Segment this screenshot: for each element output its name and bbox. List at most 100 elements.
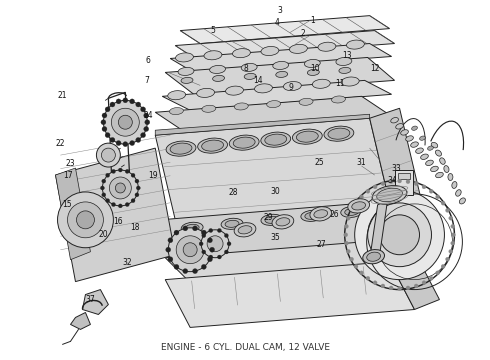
Circle shape [451,233,455,237]
Text: 27: 27 [317,240,327,249]
Ellipse shape [332,96,345,103]
Circle shape [123,98,128,103]
Text: 18: 18 [130,223,140,232]
Text: 4: 4 [274,18,279,27]
Ellipse shape [276,71,288,77]
Text: 22: 22 [56,139,65,148]
Text: 7: 7 [144,76,149,85]
Ellipse shape [229,135,259,150]
Circle shape [201,230,229,258]
Text: 25: 25 [315,158,324,167]
Circle shape [346,216,350,220]
Circle shape [101,148,115,162]
Polygon shape [155,114,369,135]
Circle shape [201,230,206,235]
Circle shape [145,120,150,125]
Circle shape [445,257,449,261]
Text: 37: 37 [86,295,96,304]
Circle shape [103,100,147,144]
Ellipse shape [412,126,417,130]
Ellipse shape [310,207,332,221]
Ellipse shape [261,214,283,225]
Ellipse shape [436,150,441,156]
Circle shape [106,173,110,177]
Circle shape [102,126,107,131]
Ellipse shape [345,208,359,215]
Circle shape [218,229,221,233]
Circle shape [130,99,135,104]
Circle shape [210,247,215,252]
Text: 12: 12 [370,64,379,73]
Circle shape [174,264,179,269]
Ellipse shape [420,154,428,159]
Circle shape [109,177,131,199]
Polygon shape [55,168,91,260]
Circle shape [436,271,440,275]
Circle shape [130,140,135,145]
Circle shape [397,287,401,291]
Ellipse shape [272,215,294,229]
Circle shape [168,228,212,272]
Ellipse shape [372,186,407,204]
Circle shape [380,215,419,255]
Circle shape [354,201,358,205]
Polygon shape [162,80,392,110]
Circle shape [406,180,410,184]
Text: 23: 23 [66,158,75,167]
Ellipse shape [273,62,289,69]
Circle shape [125,203,129,207]
Text: 9: 9 [289,83,294,92]
Circle shape [349,208,354,212]
Text: 26: 26 [330,210,340,219]
Circle shape [199,242,203,246]
Polygon shape [155,118,399,262]
Circle shape [218,255,221,259]
Circle shape [451,224,455,228]
Ellipse shape [352,202,366,210]
Text: 33: 33 [392,163,401,172]
Ellipse shape [178,67,194,76]
Circle shape [76,211,95,229]
Polygon shape [170,44,392,71]
Text: 2: 2 [300,29,305,38]
Ellipse shape [348,199,369,213]
Polygon shape [165,240,415,283]
Ellipse shape [346,40,365,49]
Circle shape [373,185,377,189]
Ellipse shape [341,77,359,86]
Ellipse shape [431,166,439,172]
Ellipse shape [244,73,256,80]
Ellipse shape [290,44,307,53]
Ellipse shape [196,88,215,98]
Circle shape [193,269,197,274]
Ellipse shape [254,84,272,93]
Polygon shape [155,96,394,134]
Circle shape [414,182,418,186]
Ellipse shape [197,138,227,153]
Ellipse shape [210,66,225,73]
Ellipse shape [324,126,354,141]
Ellipse shape [181,77,193,84]
Circle shape [119,115,132,129]
Ellipse shape [436,172,443,178]
Text: 29: 29 [263,213,273,222]
Circle shape [102,113,107,118]
Ellipse shape [305,212,319,219]
Circle shape [373,281,377,285]
Ellipse shape [267,100,281,108]
Circle shape [389,286,393,290]
Polygon shape [180,15,390,44]
Ellipse shape [411,142,418,147]
Ellipse shape [406,136,414,141]
Circle shape [381,182,385,186]
Ellipse shape [367,252,381,261]
Circle shape [441,264,445,269]
Circle shape [355,190,444,280]
Ellipse shape [431,142,438,148]
Circle shape [354,264,358,269]
Polygon shape [175,31,394,58]
Ellipse shape [452,181,457,188]
Circle shape [209,255,213,259]
Text: 20: 20 [98,230,108,239]
Text: 5: 5 [211,26,216,35]
